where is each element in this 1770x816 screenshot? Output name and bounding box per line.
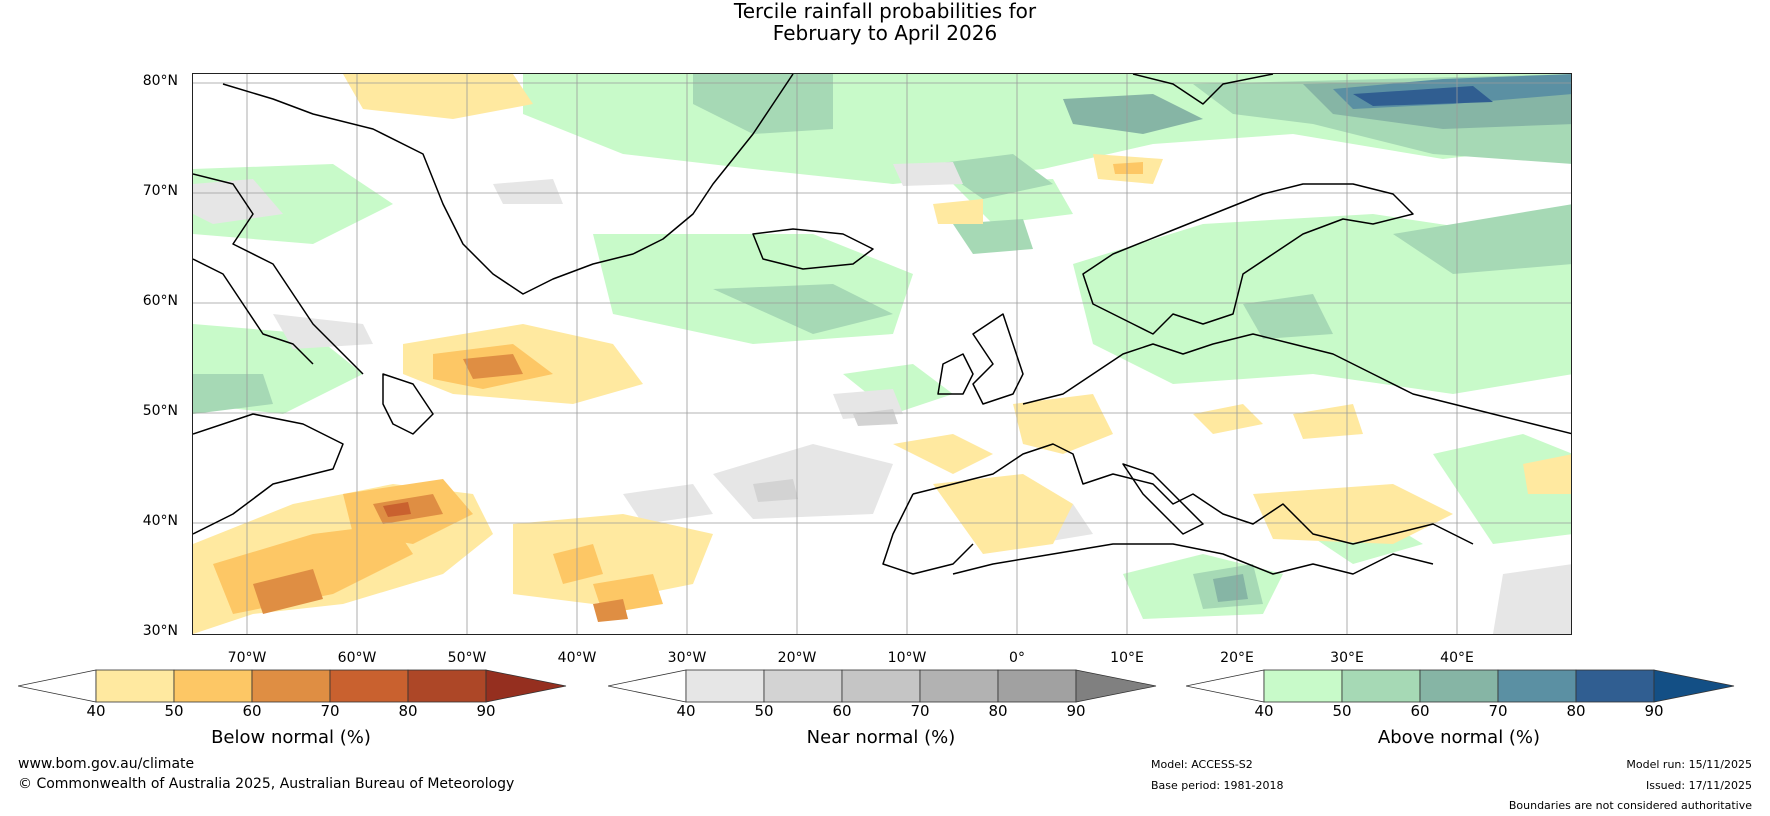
coastlines [193,74,1571,575]
cbar-segment [1419,669,1499,703]
lon-label: 40°W [557,650,597,666]
cbar-tick: 70 [1488,702,1508,720]
lat-label: 70°N [142,183,178,199]
lat-label: 60°N [142,293,178,309]
lon-label: 50°W [447,650,487,666]
cbar-segment [841,669,921,703]
cbar-tick: 60 [832,702,852,720]
lat-label: 30°N [142,623,178,639]
map-panel [192,73,1572,635]
near-normal-shading [193,162,1571,634]
near-normal-colorbar [608,669,1157,703]
cbar-segment [95,669,175,703]
cbar-segment [485,669,567,703]
footer-base-period: Base period: 1981-2018 [1151,779,1284,792]
below-normal-label: Below normal (%) [211,727,371,748]
cbar-tick: 50 [1332,702,1352,720]
cbar-segment [1653,669,1735,703]
lon-label: 30°W [667,650,707,666]
footer-model-run: Model run: 15/11/2025 [1626,758,1752,771]
cbar-segment [1497,669,1577,703]
cbar-segment [407,669,487,703]
footer-issued: Issued: 17/11/2025 [1645,779,1752,792]
cbar-tick: 70 [320,702,340,720]
cbar-tick: 70 [910,702,930,720]
footer-copyright: © Commonwealth of Australia 2025, Austra… [18,776,515,792]
cbar-segment [173,669,253,703]
footer-boundaries: Boundaries are not considered authoritat… [1508,799,1752,812]
cbar-segment [608,669,687,703]
cbar-segment [251,669,331,703]
lon-label: 10°W [887,650,927,666]
cbar-tick: 50 [754,702,774,720]
cbar-segment [1075,669,1157,703]
cbar-segment [329,669,409,703]
lon-label: 30°E [1330,650,1364,666]
lon-label: 40°E [1440,650,1474,666]
near-normal-label: Near normal (%) [806,727,956,748]
cbar-tick: 90 [1644,702,1664,720]
cbar-tick: 80 [1566,702,1586,720]
lon-label: 10°E [1110,650,1144,666]
cbar-tick: 60 [1410,702,1430,720]
cbar-tick: 90 [476,702,496,720]
cbar-tick: 40 [1254,702,1274,720]
cbar-tick: 80 [988,702,1008,720]
cbar-segment [685,669,765,703]
lon-label: 20°W [777,650,817,666]
above-normal-colorbar [1186,669,1735,703]
cbar-tick: 40 [86,702,106,720]
above-normal-label: Above normal (%) [1377,727,1541,748]
cbar-tick: 80 [398,702,418,720]
graticule [193,74,1571,634]
cbar-tick: 60 [242,702,262,720]
cbar-segment [1575,669,1655,703]
map-canvas [193,74,1571,634]
cbar-tick: 40 [676,702,696,720]
footer-url: www.bom.gov.au/climate [18,756,195,772]
cbar-segment [1341,669,1421,703]
below-normal-shading [193,74,1571,634]
cbar-segment [1186,669,1265,703]
cbar-segment [1263,669,1343,703]
cbar-tick: 50 [164,702,184,720]
lon-label: 70°W [227,650,267,666]
map-title-line2: February to April 2026 [772,21,998,45]
lat-label: 80°N [142,73,178,89]
cbar-segment [919,669,999,703]
footer-model: Model: ACCESS-S2 [1151,758,1253,771]
lon-label: 0° [1009,650,1025,666]
lon-label: 20°E [1220,650,1254,666]
lon-label: 60°W [337,650,377,666]
cbar-segment [997,669,1077,703]
cbar-tick: 90 [1066,702,1086,720]
map-title-line1: Tercile rainfall probabilities for [733,0,1037,23]
cbar-segment [18,669,97,703]
lat-label: 50°N [142,403,178,419]
below-normal-colorbar [18,669,567,703]
lat-label: 40°N [142,513,178,529]
cbar-segment [763,669,843,703]
